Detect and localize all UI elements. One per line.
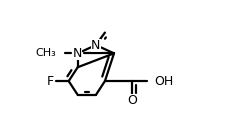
Text: CH₃: CH₃ <box>35 48 56 58</box>
Text: O: O <box>127 94 136 107</box>
Text: N: N <box>73 47 82 60</box>
Text: OH: OH <box>153 75 172 88</box>
Text: F: F <box>47 75 54 88</box>
Text: N: N <box>91 38 100 52</box>
